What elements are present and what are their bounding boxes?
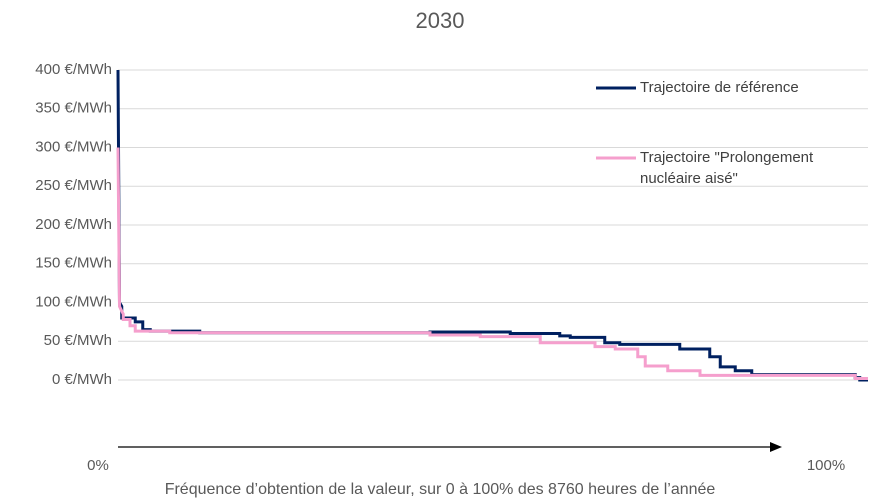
series-line [116, 147, 868, 380]
x-tick-label: 0% [87, 457, 109, 474]
chart-title: 2030 [416, 8, 465, 33]
y-tick-label: 100 €/MWh [35, 293, 112, 310]
y-tick-label: 150 €/MWh [35, 255, 112, 272]
y-tick-label: 0 €/MWh [52, 371, 112, 388]
x-tick-label: 100% [807, 457, 845, 474]
legend-label: Trajectoire de référence [640, 79, 799, 96]
y-tick-label: 50 €/MWh [44, 332, 112, 349]
series-line [116, 69, 868, 382]
y-tick-label: 200 €/MWh [35, 216, 112, 233]
x-arrow-head [770, 442, 782, 452]
legend-label: Trajectoire "Prolongement nucléaire aisé… [640, 149, 814, 187]
x-axis-label: Fréquence d’obtention de la valeur, sur … [165, 481, 716, 498]
y-tick-label: 350 €/MWh [35, 100, 112, 117]
y-tick-label: 300 €/MWh [35, 138, 112, 155]
y-tick-label: 250 €/MWh [35, 177, 112, 194]
y-tick-label: 400 €/MWh [35, 61, 112, 78]
